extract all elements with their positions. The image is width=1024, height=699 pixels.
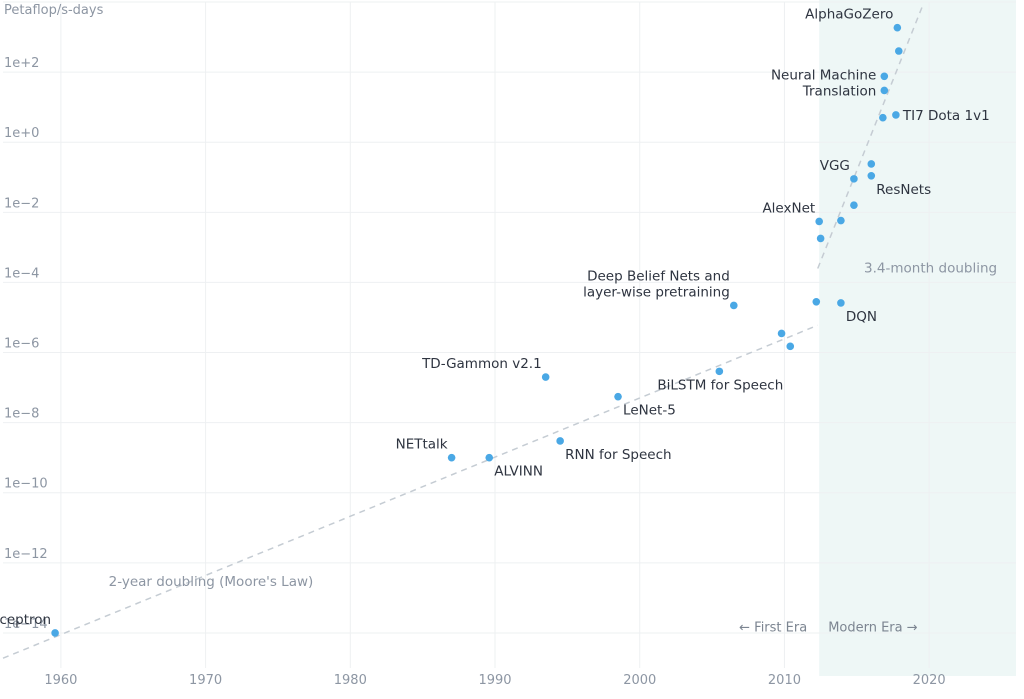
point-label: TD-Gammon v2.1: [421, 356, 542, 372]
data-point: [812, 297, 821, 306]
trend-line-label: 3.4-month doubling: [864, 261, 997, 277]
data-point: [777, 329, 786, 338]
data-point: [51, 629, 59, 637]
x-tick-label: 2020: [913, 673, 946, 688]
data-point: [614, 392, 622, 401]
data-point: [786, 342, 795, 351]
y-tick-label: 1e+0: [4, 126, 39, 141]
point-label: BiLSTM for Speech: [657, 377, 783, 393]
x-tick-label: 2000: [623, 673, 656, 688]
point-label: RNN for Speech: [565, 447, 671, 463]
modern-era-label: Modern Era →: [828, 620, 918, 635]
y-tick-label: 1e−14: [4, 617, 48, 632]
data-point: [880, 86, 889, 95]
y-tick-label: 1e+2: [4, 56, 39, 71]
data-point: [447, 453, 456, 462]
point-label: TI7 Dota 1v1: [902, 108, 990, 124]
data-point: [816, 234, 825, 243]
trend-lines: 2-year doubling (Moore's Law) 3.4-month d…: [2, 7, 997, 659]
point-label: Deep Belief Nets and layer-wise pretraini…: [583, 268, 730, 300]
y-tick-label: 1e−10: [4, 477, 48, 492]
data-point: [894, 47, 903, 55]
point-label: Neural Machine Translation: [771, 67, 876, 99]
x-axis-ticks: 1960 1970 1980 1990 2000 2010 2020: [44, 673, 945, 688]
x-tick-label: 1990: [478, 673, 511, 688]
x-tick-label: 1970: [189, 673, 222, 688]
point-label: DQN: [846, 309, 877, 325]
point-label: ALVINN: [494, 464, 543, 480]
data-point: [556, 437, 564, 445]
trend-line-label: 2-year doubling (Moore's Law): [109, 574, 314, 590]
y-tick-label: 1e−6: [4, 337, 39, 352]
data-point: [879, 113, 887, 122]
data-points: Perceptron NETtalk ALVINN TD-Gammon v2.1 RNN…: [0, 7, 990, 637]
data-point: [730, 301, 738, 310]
point-label: NETtalk: [396, 437, 448, 453]
y-tick-label: 1e−4: [4, 266, 39, 281]
y-tick-label: 1e−2: [4, 196, 39, 211]
data-point: [715, 367, 724, 376]
y-tick-label: 1e−12: [4, 547, 48, 562]
modern-era-background: [819, 0, 1016, 676]
x-tick-label: 1980: [334, 673, 367, 688]
x-tick-label: 1960: [44, 673, 77, 688]
data-point: [850, 201, 858, 209]
first-era-label: ← First Era: [739, 620, 807, 635]
trend-line: [2, 324, 819, 659]
data-point: [893, 23, 902, 32]
data-point: [867, 160, 876, 168]
data-point: [850, 175, 858, 183]
data-point: [815, 217, 823, 226]
point-label: AlexNet: [762, 200, 815, 216]
data-point: [892, 111, 900, 119]
data-point: [837, 299, 845, 307]
y-tick-label: 1e+4: [4, 0, 39, 1]
y-axis-title: Petaflop/s-days: [4, 3, 104, 18]
point-label: Perceptron: [0, 612, 51, 628]
data-point: [867, 172, 876, 180]
grid: [3, 1, 1016, 668]
data-point: [541, 373, 550, 381]
point-label: AlphaGoZero: [805, 7, 893, 23]
y-axis-ticks: 1e+4 1e+2 1e+0 1e−2 1e−4 1e−6 1e−8 1e−10 1e−12 1e…: [4, 0, 48, 632]
x-tick-label: 2010: [768, 673, 801, 688]
point-label: VGG: [820, 158, 850, 174]
y-tick-label: 1e−8: [4, 407, 39, 422]
data-point: [880, 72, 889, 81]
point-label: ResNets: [876, 182, 931, 198]
trend-line: [817, 7, 923, 269]
data-point: [837, 216, 845, 225]
data-point: [485, 453, 494, 462]
point-label: LeNet-5: [623, 403, 676, 419]
